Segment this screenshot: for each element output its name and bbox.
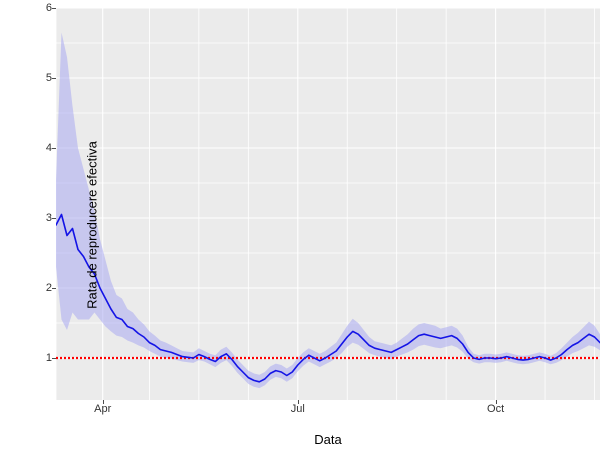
- y-tick-label-6: 6: [27, 2, 52, 14]
- y-tick-mark-3: [52, 218, 56, 219]
- rt-line-chart: [56, 8, 600, 400]
- chart-container: Rata de reproducere efectiva Data 1 2 3 4 5 6…: [0, 0, 600, 450]
- x-tick-label-Apr: Apr: [94, 403, 111, 415]
- y-tick-mark-6: [52, 8, 56, 9]
- x-tick-label-Jul: Jul: [291, 403, 305, 415]
- y-tick-mark-4: [52, 148, 56, 149]
- y-tick-label-3: 3: [27, 212, 52, 224]
- y-axis-title: Rata de reproducere efectiva: [84, 141, 99, 309]
- y-tick-label-5: 5: [27, 72, 52, 84]
- y-tick-label-4: 4: [27, 142, 52, 154]
- y-tick-mark-2: [52, 288, 56, 289]
- x-tick-mark-Oct: [496, 400, 497, 404]
- y-tick-mark-1: [52, 358, 56, 359]
- x-tick-label-Oct: Oct: [487, 403, 504, 415]
- y-tick-label-2: 2: [27, 282, 52, 294]
- y-tick-mark-5: [52, 78, 56, 79]
- x-tick-mark-Apr: [103, 400, 104, 404]
- x-axis-title: Data: [314, 432, 341, 447]
- y-tick-label-1: 1: [27, 352, 52, 364]
- x-tick-mark-Jul: [298, 400, 299, 404]
- plot-panel: [56, 8, 600, 400]
